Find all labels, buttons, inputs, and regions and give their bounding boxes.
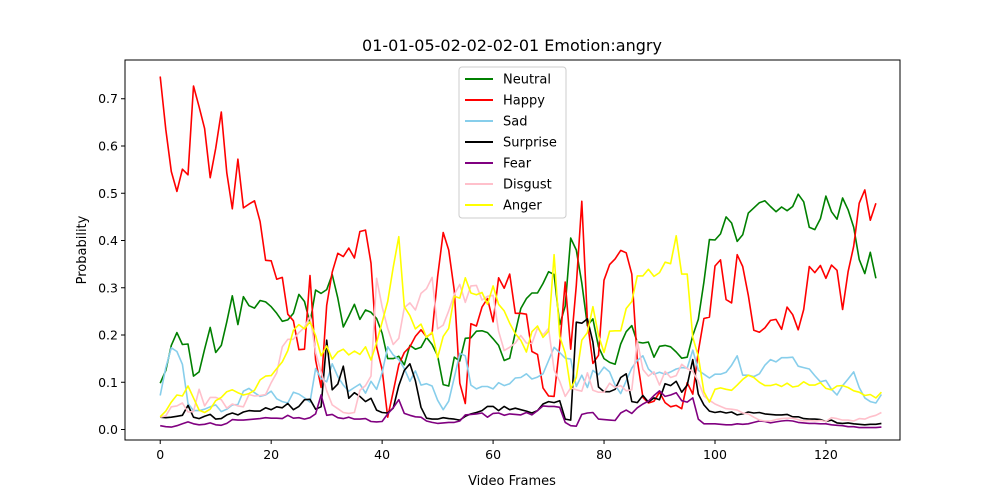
y-axis-ticks: 0.0 0.1 0.2 0.3 0.4 0.5 0.6 0.7 [98, 91, 125, 437]
series-line-sad [159, 345, 883, 413]
legend-label-surprise: Surprise [503, 136, 557, 151]
series-line-happy [159, 76, 877, 419]
x-axis-ticks: 0 20 40 60 80 100 120 [156, 440, 838, 462]
x-tick-label: 20 [263, 447, 279, 462]
series-line-surprise [160, 318, 882, 426]
series-lines [159, 76, 883, 429]
y-tick-label: 0.5 [98, 186, 118, 201]
y-tick-label: 0.1 [98, 375, 118, 390]
y-tick-label: 0.0 [98, 422, 118, 437]
series-line-disgust [160, 276, 882, 423]
legend-label-happy: Happy [503, 94, 545, 109]
legend-label-disgust: Disgust [503, 178, 552, 193]
x-tick-label: 40 [374, 447, 390, 462]
y-tick-label: 0.3 [98, 280, 118, 295]
y-tick-label: 0.6 [98, 138, 118, 153]
y-tick-label: 0.2 [98, 328, 118, 343]
axes-frame [124, 59, 901, 441]
legend: Neutral Happy Sad Surprise Fear Disgust Anger [458, 66, 567, 219]
x-tick-label: 120 [814, 447, 838, 462]
series-line-anger [159, 235, 882, 418]
x-tick-label: 80 [596, 447, 612, 462]
legend-label-neutral: Neutral [503, 73, 551, 88]
legend-label-anger: Anger [503, 199, 542, 214]
x-axis-label: Video Frames [468, 474, 556, 489]
legend-label-sad: Sad [503, 115, 527, 130]
x-tick-label: 0 [156, 447, 164, 462]
plot-area [159, 76, 883, 429]
chart-title: 01-01-05-02-02-02-01 Emotion:angry [362, 36, 662, 55]
y-axis-label: Probability [75, 215, 90, 284]
legend-box [458, 66, 567, 219]
y-tick-label: 0.4 [98, 233, 118, 248]
series-line-neutral [159, 193, 877, 387]
x-tick-label: 100 [703, 447, 727, 462]
legend-label-fear: Fear [503, 157, 532, 172]
x-tick-label: 60 [485, 447, 501, 462]
y-tick-label: 0.7 [98, 91, 118, 106]
